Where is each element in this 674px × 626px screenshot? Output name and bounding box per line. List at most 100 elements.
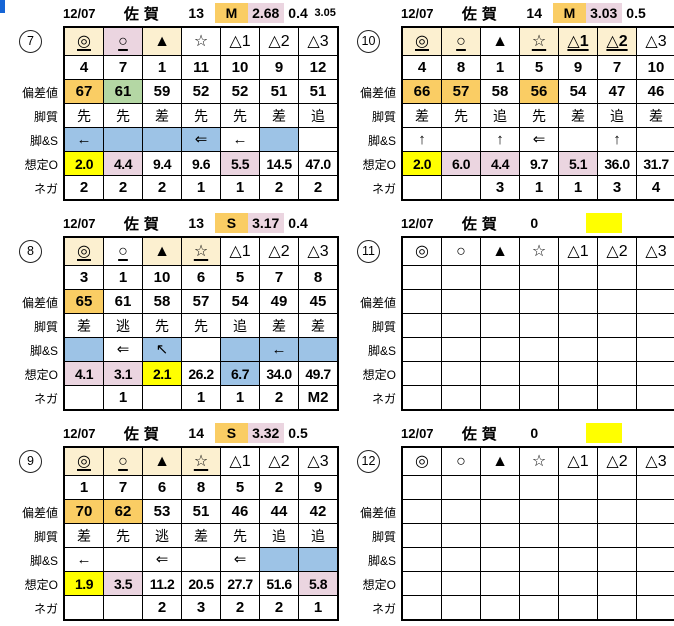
kyaku-s-cell[interactable]: ↖ [143,338,182,362]
horse-number-cell[interactable]: 1 [65,476,104,500]
symbol-cell[interactable]: ◎ [403,448,442,476]
horse-number-cell[interactable] [481,266,520,290]
hensachi-cell[interactable]: 56 [520,80,559,104]
horse-number-cell[interactable]: 10 [143,266,182,290]
nega-cell[interactable] [442,176,481,200]
symbol-cell[interactable]: ▲ [143,448,182,476]
header-race-number[interactable]: 13 [188,5,204,21]
nega-cell[interactable]: 2 [260,386,299,410]
symbol-cell[interactable]: △1 [221,448,260,476]
symbol-cell[interactable]: △1 [221,238,260,266]
kyaku-s-cell[interactable] [637,548,674,572]
kyakushitsu-cell[interactable] [637,314,674,338]
symbol-cell[interactable]: ▲ [481,28,520,56]
horse-number-cell[interactable] [442,266,481,290]
symbol-cell[interactable]: △1 [559,28,598,56]
horse-number-cell[interactable] [637,266,674,290]
symbol-cell[interactable]: ○ [442,28,481,56]
kyaku-s-cell[interactable] [104,548,143,572]
symbol-cell[interactable]: △3 [637,28,674,56]
kyaku-s-cell[interactable] [221,338,260,362]
hensachi-cell[interactable]: 62 [104,500,143,524]
kyakushitsu-cell[interactable] [598,314,637,338]
symbol-cell[interactable]: ○ [442,448,481,476]
horse-number-cell[interactable] [403,476,442,500]
horse-number-cell[interactable] [637,476,674,500]
nega-cell[interactable] [442,596,481,620]
header-class-cell[interactable]: S [215,423,248,443]
symbol-cell[interactable]: ◎ [65,448,104,476]
nega-cell[interactable]: 4 [637,176,674,200]
symbol-cell[interactable]: △2 [260,238,299,266]
hensachi-cell[interactable]: 54 [559,80,598,104]
hensachi-cell[interactable] [442,290,481,314]
header-race-number[interactable]: 13 [188,215,204,231]
horse-number-cell[interactable]: 2 [260,476,299,500]
soutei-o-cell[interactable] [637,362,674,386]
soutei-o-cell[interactable]: 26.2 [182,362,221,386]
header-value-cell[interactable]: 0.4 [288,215,308,231]
soutei-o-cell[interactable]: 51.6 [260,572,299,596]
horse-number-cell[interactable]: 9 [260,56,299,80]
kyaku-s-cell[interactable]: ⇐ [221,548,260,572]
hensachi-cell[interactable]: 51 [299,80,338,104]
kyaku-s-cell[interactable] [260,548,299,572]
soutei-o-cell[interactable]: 36.0 [598,152,637,176]
nega-cell[interactable]: 3 [182,596,221,620]
kyakushitsu-cell[interactable]: 先 [520,104,559,128]
kyaku-s-cell[interactable] [637,338,674,362]
soutei-o-cell[interactable]: 20.5 [182,572,221,596]
soutei-o-cell[interactable]: 2.0 [403,152,442,176]
symbol-cell[interactable]: ◎ [403,238,442,266]
kyakushitsu-cell[interactable] [637,524,674,548]
nega-cell[interactable]: M2 [299,386,338,410]
hensachi-cell[interactable] [598,290,637,314]
soutei-o-cell[interactable]: 5.5 [221,152,260,176]
kyaku-s-cell[interactable] [520,548,559,572]
hensachi-cell[interactable]: 57 [182,290,221,314]
kyakushitsu-cell[interactable]: 先 [221,524,260,548]
symbol-cell[interactable]: ▲ [143,238,182,266]
hensachi-cell[interactable]: 46 [221,500,260,524]
horse-number-cell[interactable] [559,476,598,500]
kyaku-s-cell[interactable] [442,338,481,362]
hensachi-cell[interactable]: 59 [143,80,182,104]
hensachi-cell[interactable] [637,500,674,524]
soutei-o-cell[interactable]: 4.4 [481,152,520,176]
kyakushitsu-cell[interactable] [403,524,442,548]
kyakushitsu-cell[interactable]: 差 [403,104,442,128]
kyaku-s-cell[interactable]: ⇐ [520,128,559,152]
soutei-o-cell[interactable] [442,572,481,596]
kyakushitsu-cell[interactable] [481,524,520,548]
kyakushitsu-cell[interactable]: 差 [143,104,182,128]
hensachi-cell[interactable]: 42 [299,500,338,524]
soutei-o-cell[interactable] [481,572,520,596]
nega-cell[interactable]: 2 [260,176,299,200]
horse-number-cell[interactable] [598,266,637,290]
kyaku-s-cell[interactable]: ← [221,128,260,152]
horse-number-cell[interactable]: 7 [598,56,637,80]
symbol-cell[interactable]: ☆ [182,448,221,476]
nega-cell[interactable]: 1 [104,386,143,410]
soutei-o-cell[interactable]: 34.0 [260,362,299,386]
horse-number-cell[interactable]: 1 [104,266,143,290]
symbol-cell[interactable]: △1 [559,238,598,266]
kyakushitsu-cell[interactable]: 先 [182,104,221,128]
header-odds-cell[interactable] [585,423,622,443]
kyaku-s-cell[interactable] [559,338,598,362]
soutei-o-cell[interactable]: 27.7 [221,572,260,596]
nega-cell[interactable] [598,386,637,410]
horse-number-cell[interactable] [481,476,520,500]
symbol-cell[interactable]: △2 [260,28,299,56]
kyaku-s-cell[interactable]: ↑ [481,128,520,152]
symbol-cell[interactable]: ☆ [520,238,559,266]
kyaku-s-cell[interactable] [481,338,520,362]
symbol-cell[interactable]: ☆ [182,28,221,56]
kyaku-s-cell[interactable]: ↑ [403,128,442,152]
kyakushitsu-cell[interactable]: 追 [299,524,338,548]
nega-cell[interactable]: 2 [65,176,104,200]
horse-number-cell[interactable] [442,476,481,500]
soutei-o-cell[interactable]: 6.0 [442,152,481,176]
kyakushitsu-cell[interactable] [598,524,637,548]
horse-number-cell[interactable]: 10 [637,56,674,80]
